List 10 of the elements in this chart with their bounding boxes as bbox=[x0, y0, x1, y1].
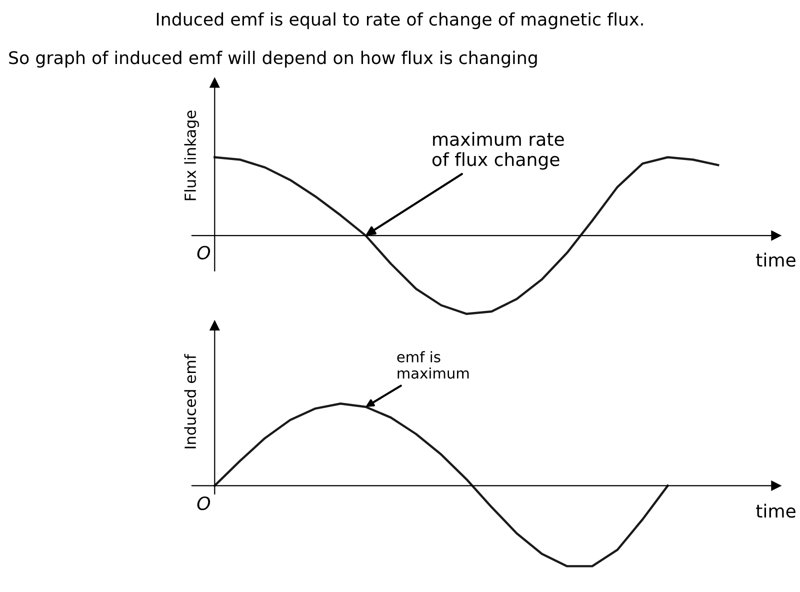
annotation: maximum rate of flux change bbox=[432, 132, 564, 170]
annotation: O bbox=[197, 496, 210, 510]
chart-subtitle: So graph of induced emf will depend on how flux is changing bbox=[9, 50, 537, 68]
text: emf is maximum bbox=[397, 351, 469, 379]
annotation: O bbox=[197, 246, 210, 260]
x-axis-title: time bbox=[756, 504, 796, 518]
x-axis-title: time bbox=[756, 252, 796, 267]
chart-title: Induced emf is equal to rate of change of magnetic flux. bbox=[156, 12, 643, 30]
y-axis-title: Flux linkage bbox=[184, 110, 200, 200]
y-axis-title: Induced emf bbox=[184, 354, 196, 448]
